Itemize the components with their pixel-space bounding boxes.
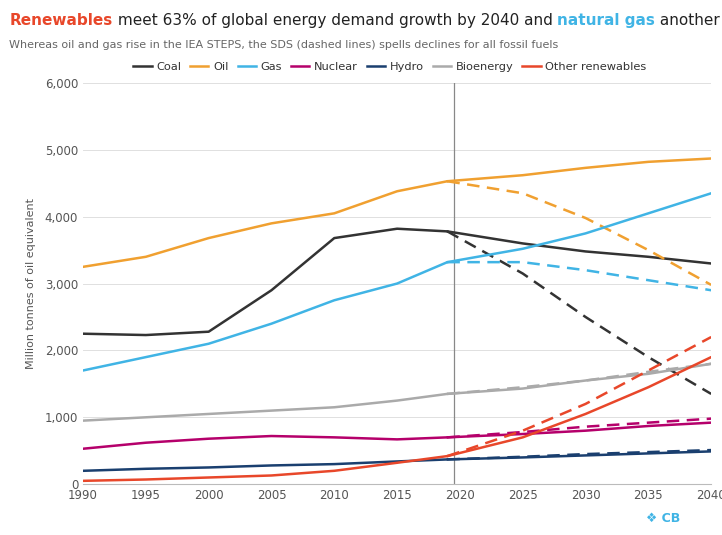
Text: another 37%: another 37% [656, 13, 722, 28]
Y-axis label: Million tonnes of oil equivalent: Million tonnes of oil equivalent [27, 198, 36, 369]
Text: ❖ CB: ❖ CB [646, 513, 680, 525]
Legend: Coal, Oil, Gas, Nuclear, Hydro, Bioenergy, Other renewables: Coal, Oil, Gas, Nuclear, Hydro, Bioenerg… [134, 62, 646, 72]
Text: Whereas oil and gas rise in the IEA STEPS, the SDS (dashed lines) spells decline: Whereas oil and gas rise in the IEA STEP… [9, 40, 559, 50]
Text: Renewables: Renewables [9, 13, 113, 28]
Text: natural gas: natural gas [557, 13, 656, 28]
Text: meet 63% of global energy demand growth by 2040 and: meet 63% of global energy demand growth … [113, 13, 557, 28]
